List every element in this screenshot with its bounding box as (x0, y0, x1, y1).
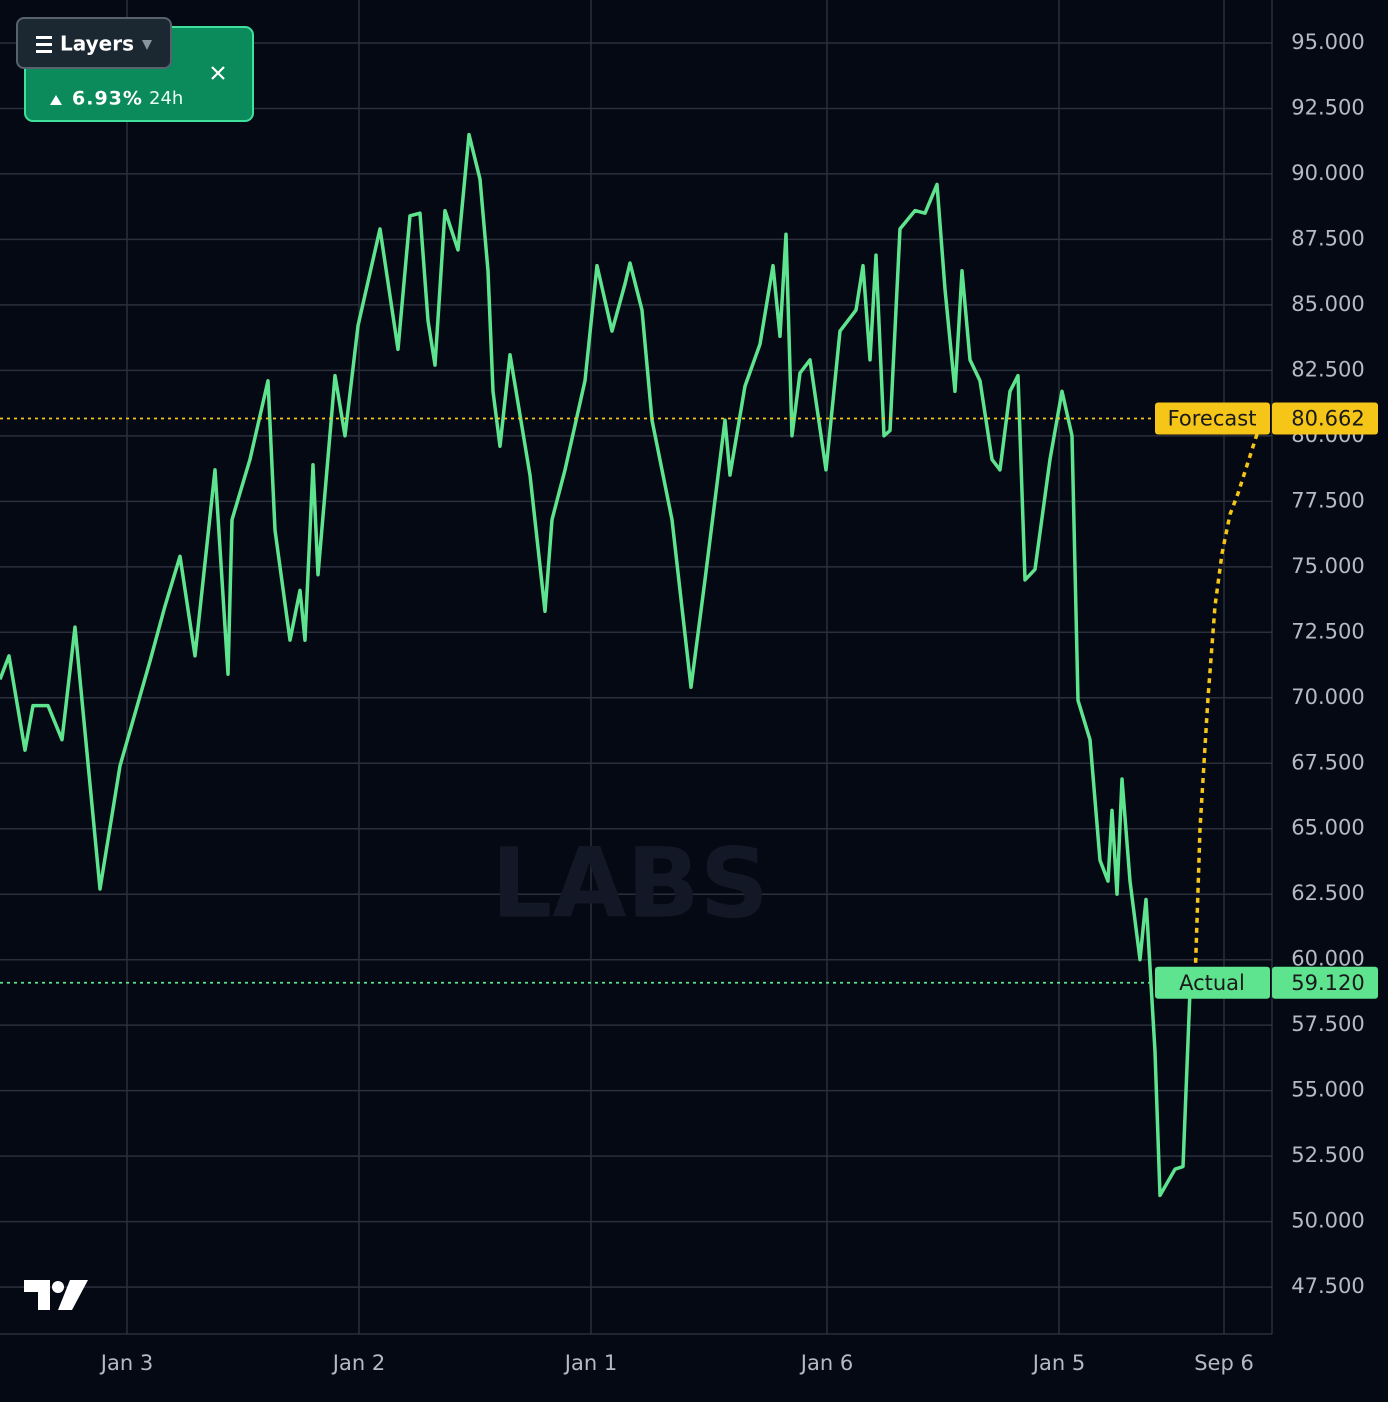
logo-shape (58, 1280, 88, 1310)
x-tick-label: Jan 2 (331, 1351, 385, 1375)
logo-shape (24, 1280, 50, 1310)
y-tick-label: 50.000 (1291, 1209, 1364, 1233)
watermark: LABS (491, 827, 769, 939)
tradingview-logo (24, 1280, 88, 1310)
x-tick-label: Jan 3 (99, 1351, 153, 1375)
series-line (0, 132, 1197, 1198)
y-tick-label: 75.000 (1291, 554, 1364, 578)
y-tick-label: 62.500 (1291, 881, 1364, 905)
x-tick-label: Jan 1 (563, 1351, 617, 1375)
dropdown-arrow (142, 40, 152, 50)
change-percent: 6.93% (72, 88, 143, 110)
y-tick-label: 55.000 (1291, 1078, 1364, 1102)
grid (0, 0, 1272, 1334)
x-tick-label: Jan 5 (1031, 1351, 1085, 1375)
marker-label-bg (1155, 966, 1270, 999)
marker-label: Forecast (1168, 407, 1257, 431)
y-tick-label: 70.000 (1291, 685, 1364, 709)
y-tick-label: 60.000 (1291, 947, 1364, 971)
close-button[interactable] (211, 66, 225, 80)
y-tick-label: 52.500 (1291, 1143, 1364, 1167)
plot (0, 132, 1272, 1198)
y-tick-label: 77.500 (1291, 488, 1364, 512)
change-period: 24h (149, 88, 183, 109)
close-icon[interactable] (211, 66, 225, 80)
y-tick-label: 57.500 (1291, 1012, 1364, 1036)
y-tick-label: 47.500 (1291, 1274, 1364, 1298)
marker-value: 59.120 (1291, 971, 1364, 995)
marker-value: 80.662 (1291, 407, 1364, 431)
y-tick-label: 82.500 (1291, 357, 1364, 381)
layers-button[interactable]: Layers (16, 17, 172, 69)
marker-label-bg (1155, 402, 1270, 435)
y-tick-label: 85.000 (1291, 292, 1364, 316)
marker-label: Actual (1179, 971, 1245, 995)
menu-bar (36, 36, 52, 39)
marker-value-bg (1272, 966, 1378, 999)
x-tick-label: Sep 6 (1194, 1351, 1254, 1375)
logo-shape (52, 1281, 64, 1293)
series-line (1193, 417, 1264, 983)
menu-bar (36, 43, 52, 46)
y-tick-label: 90.000 (1291, 161, 1364, 185)
y-tick-label: 72.500 (1291, 619, 1364, 643)
up-arrow (50, 95, 62, 105)
layers-button-bg[interactable] (16, 17, 172, 69)
layers-label[interactable]: Layers (60, 32, 134, 56)
y-tick-label: 65.000 (1291, 816, 1364, 840)
menu-icon (36, 36, 52, 53)
axes: 47.500 50.000 52.500 55.000 57.500 60.000 62.5… (99, 30, 1378, 1375)
y-tick-label: 87.500 (1291, 226, 1364, 250)
marker-value-bg (1272, 402, 1378, 435)
y-tick-label: 92.500 (1291, 95, 1364, 119)
menu-bar (36, 50, 52, 53)
y-tick-label: 95.000 (1291, 30, 1364, 54)
x-tick-label: Jan 6 (799, 1351, 853, 1375)
y-tick-label: 67.500 (1291, 750, 1364, 774)
